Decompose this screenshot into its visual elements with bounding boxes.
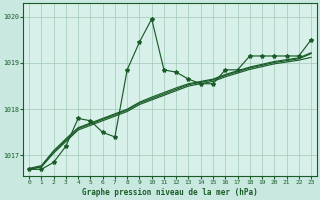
X-axis label: Graphe pression niveau de la mer (hPa): Graphe pression niveau de la mer (hPa) [82, 188, 258, 197]
